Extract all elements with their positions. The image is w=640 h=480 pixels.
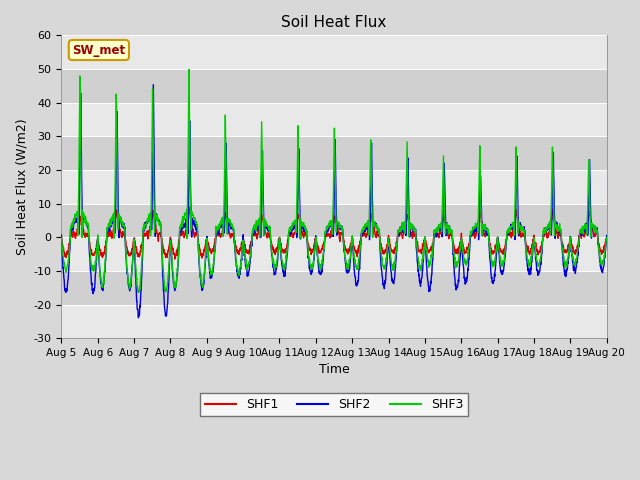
Line: SHF1: SHF1 — [61, 207, 607, 259]
SHF1 — [350, 246, 358, 252]
Bar — [61, 204, 607, 237]
SHF2 — [603, 233, 611, 239]
SHF2 — [362, 226, 370, 231]
SHF3 — [493, 242, 500, 248]
SHF1 — [603, 236, 611, 241]
SHF3 — [570, 261, 578, 266]
SHF3 — [603, 235, 611, 240]
SHF2 — [493, 246, 500, 252]
SHF2 — [150, 82, 157, 87]
Title: Soil Heat Flux: Soil Heat Flux — [282, 15, 387, 30]
SHF1 — [58, 232, 65, 238]
Bar — [61, 170, 607, 204]
SHF3 — [350, 254, 358, 260]
Bar — [61, 103, 607, 136]
SHF1 — [555, 228, 563, 234]
Bar — [61, 305, 607, 338]
SHF1 — [210, 243, 218, 249]
SHF3 — [185, 67, 193, 72]
Legend: SHF1, SHF2, SHF3: SHF1, SHF2, SHF3 — [200, 393, 468, 416]
SHF3 — [134, 289, 142, 295]
Bar — [61, 36, 607, 69]
Bar — [61, 271, 607, 305]
SHF2 — [210, 257, 218, 263]
SHF1 — [362, 234, 370, 240]
SHF3 — [362, 222, 370, 228]
Y-axis label: Soil Heat Flux (W/m2): Soil Heat Flux (W/m2) — [15, 119, 28, 255]
SHF2 — [555, 229, 563, 235]
SHF2 — [350, 266, 358, 272]
Text: SW_met: SW_met — [72, 44, 125, 57]
SHF2 — [570, 267, 578, 273]
Line: SHF2: SHF2 — [61, 84, 607, 318]
SHF1 — [171, 256, 179, 262]
SHF2 — [58, 233, 65, 239]
Bar — [61, 136, 607, 170]
SHF1 — [493, 238, 500, 243]
SHF1 — [186, 204, 193, 210]
Line: SHF3: SHF3 — [61, 70, 607, 292]
SHF3 — [58, 235, 65, 241]
Bar — [61, 237, 607, 271]
SHF2 — [134, 315, 142, 321]
SHF3 — [210, 256, 218, 262]
SHF1 — [570, 249, 578, 254]
Bar — [61, 69, 607, 103]
SHF3 — [555, 226, 563, 231]
X-axis label: Time: Time — [319, 363, 349, 376]
